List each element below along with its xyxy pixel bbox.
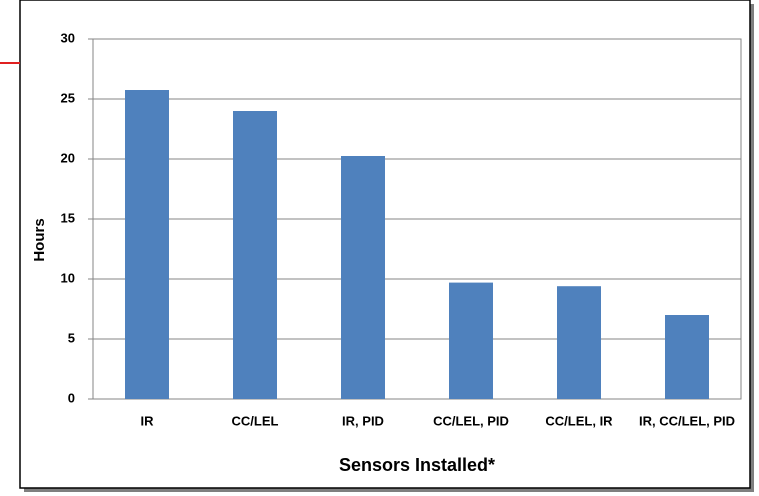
x-tick-label: IR, PID bbox=[342, 413, 384, 428]
y-tick-label: 10 bbox=[61, 270, 75, 285]
bar bbox=[449, 282, 493, 399]
bar bbox=[233, 111, 277, 399]
y-tick-label: 30 bbox=[61, 30, 75, 45]
x-tick-label: IR bbox=[141, 413, 155, 428]
y-axis-title: Hours bbox=[31, 218, 48, 261]
plot-border bbox=[92, 38, 742, 400]
y-tick-label: 25 bbox=[61, 90, 75, 105]
y-tick-label: 20 bbox=[61, 150, 75, 165]
bar bbox=[665, 315, 709, 399]
x-tick-label: CC/LEL bbox=[232, 413, 279, 428]
y-tick-label: 5 bbox=[68, 330, 75, 345]
bar bbox=[341, 156, 385, 399]
y-tick-label: 0 bbox=[68, 390, 75, 405]
bar bbox=[125, 90, 169, 399]
x-axis-title: Sensors Installed* bbox=[339, 455, 495, 475]
y-tick-label: 15 bbox=[61, 210, 75, 225]
bar bbox=[557, 286, 601, 399]
x-tick-label: CC/LEL, IR bbox=[545, 413, 613, 428]
x-tick-label: IR, CC/LEL, PID bbox=[639, 413, 735, 428]
x-tick-label: CC/LEL, PID bbox=[433, 413, 509, 428]
